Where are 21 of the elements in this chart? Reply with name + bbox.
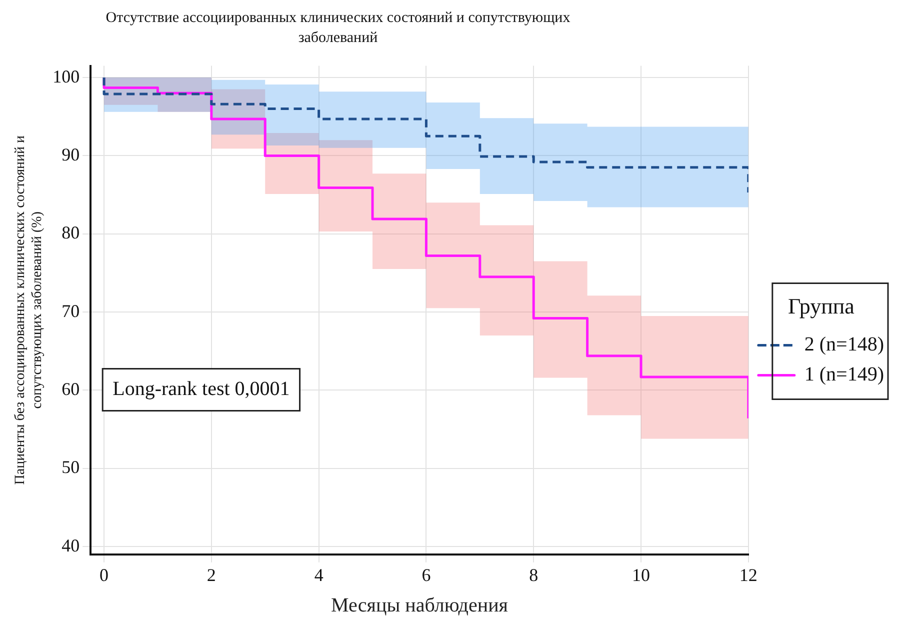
y-tick-label: 70 [62, 300, 80, 321]
x-tick-label: 0 [100, 564, 109, 585]
y-tick-label: 40 [62, 535, 80, 556]
legend-label: 2 (n=148) [804, 333, 884, 356]
y-tick-label: 60 [62, 378, 80, 399]
y-tick-label: 80 [62, 222, 80, 243]
y-axis-title: Пациенты без ассоциированных клинических состояний и сопутствующих заболеваний (%) [13, 134, 45, 485]
x-tick-label: 6 [422, 564, 431, 585]
x-axis-title: Месяцы наблюдения [331, 594, 508, 616]
legend-title: Группа [788, 294, 855, 319]
annotation: Long-rank test 0,0001 [112, 378, 290, 400]
x-tick-label: 2 [206, 564, 216, 585]
y-tick-label: 50 [62, 457, 80, 478]
x-tick-label: 10 [632, 564, 650, 585]
y-tick-label: 100 [52, 66, 80, 86]
legend-label: 1 (n=149) [804, 363, 884, 386]
y-tick-label: 90 [62, 144, 80, 164]
chart-title: Отсутствие ассоциированных клинических состояний и сопутствующих заболеваний [104, 9, 572, 48]
x-tick-label: 4 [314, 564, 324, 585]
x-tick-label: 8 [529, 564, 538, 585]
x-tick-label: 12 [739, 564, 758, 585]
